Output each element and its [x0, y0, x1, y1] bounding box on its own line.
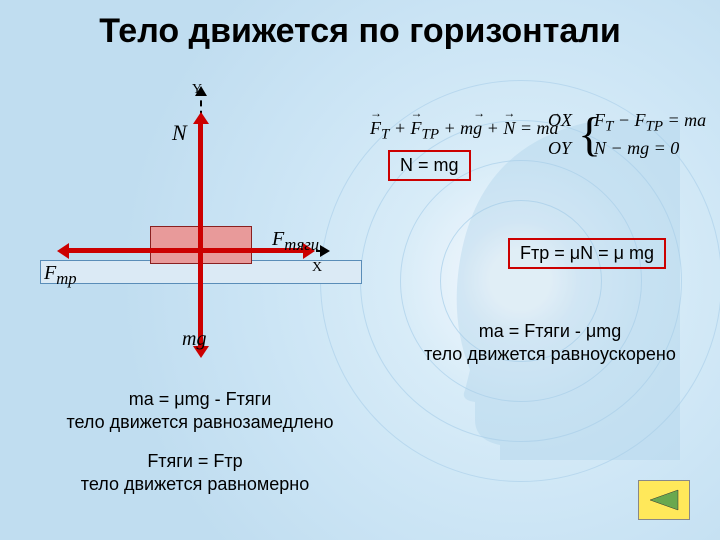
- axis-x-label: X: [312, 260, 322, 276]
- force-diagram: [40, 90, 360, 350]
- case-decel: ma = μmg - Fтяги тело движется равнозаме…: [50, 388, 350, 433]
- case-decel-text: тело движется равнозамедлено: [50, 411, 350, 434]
- label-Ftyagi-sub: тяги: [284, 235, 319, 254]
- case-uniform: Fтяги = Fтр тело движется равномерно: [50, 450, 340, 495]
- label-N: N: [172, 120, 187, 146]
- eqn-oy: N − mg = 0: [594, 138, 679, 159]
- triangle-left-icon: [646, 488, 682, 512]
- label-Ftyagi: Fтяги: [272, 228, 319, 255]
- axis-y-label: Y: [192, 82, 202, 98]
- box-Ftr: Fтр = μN = μ mg: [508, 238, 666, 269]
- label-Ftyagi-F: F: [272, 228, 284, 250]
- force-friction: [65, 248, 200, 253]
- case-accel-text: тело движется равноускорено: [400, 343, 700, 366]
- label-OY: OY: [548, 138, 571, 159]
- case-accel: ma = Fтяги - μmg тело движется равноуско…: [400, 320, 700, 365]
- axis-x-arrow: [320, 245, 330, 257]
- nav-back-button[interactable]: [638, 480, 690, 520]
- eqn-ox: FT − FTP = ma: [594, 110, 706, 136]
- case-decel-eq: ma = μmg - Fтяги: [50, 388, 350, 411]
- label-Ftr-F: F: [44, 262, 56, 284]
- label-Ftr: Fтр: [44, 262, 77, 289]
- case-uniform-eq: Fтяги = Fтр: [50, 450, 340, 473]
- case-accel-eq: ma = Fтяги - μmg: [400, 320, 700, 343]
- label-Ftr-sub: тр: [56, 269, 76, 288]
- force-N: [198, 120, 203, 250]
- eqn-vectorsum: FT + FTP + mg + N = ma: [370, 118, 559, 144]
- page-title: Тело движется по горизонтали: [0, 12, 720, 51]
- case-uniform-text: тело движется равномерно: [50, 473, 340, 496]
- label-OX: OX: [548, 110, 572, 131]
- label-mg: mg: [182, 328, 206, 351]
- box-N-eq-mg: N = mg: [388, 150, 471, 181]
